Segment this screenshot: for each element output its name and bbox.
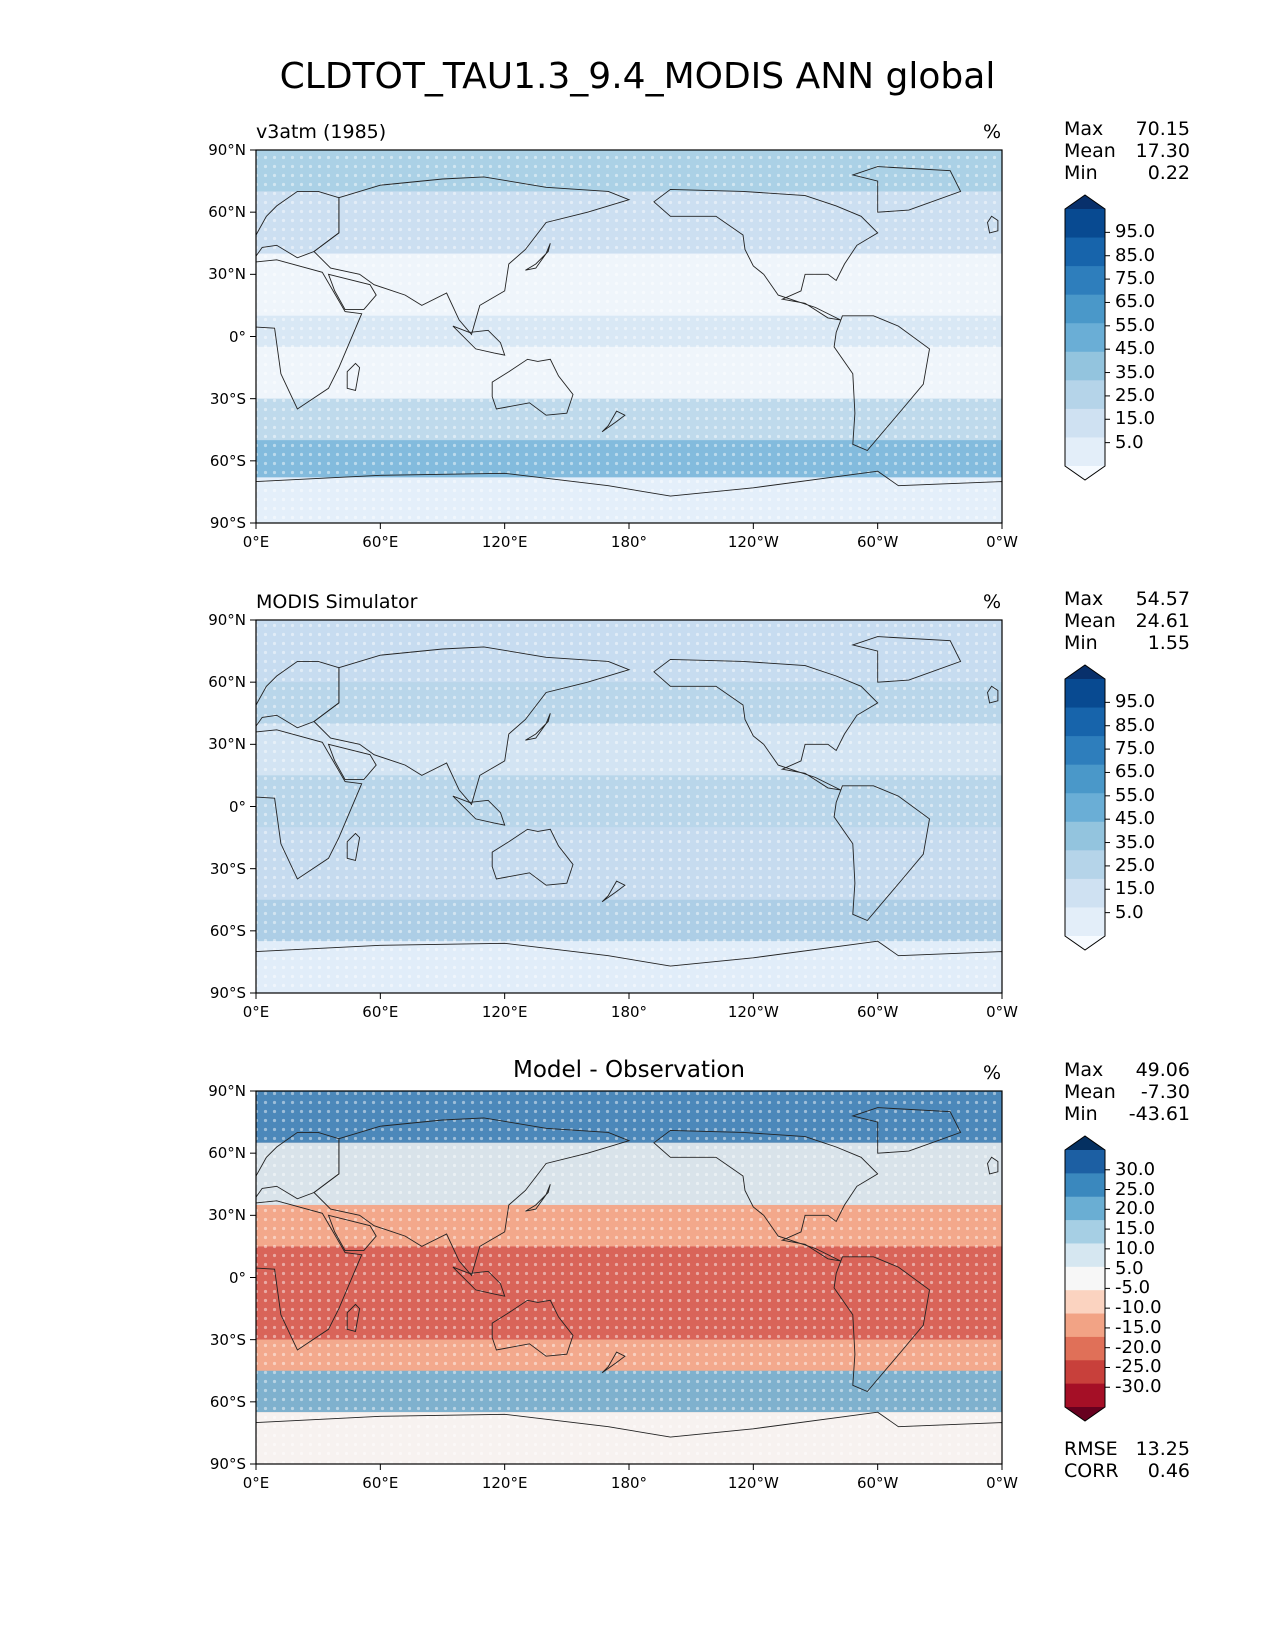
panel-title: Model - Observation (256, 1057, 1002, 1083)
metric-row: RMSE 13.25 (1064, 1438, 1190, 1460)
colorbar-label: 5.0 (1115, 1258, 1144, 1279)
lon-label: 120°W (718, 1474, 788, 1492)
lon-label: 0°E (221, 1474, 291, 1492)
colorbar-segment (1065, 1337, 1105, 1361)
colorbar-3 (1065, 1136, 1105, 1421)
stat-value: -43.61 (1129, 1103, 1190, 1125)
units-label: % (983, 1062, 1001, 1084)
lat-label: 90°S (186, 1455, 246, 1473)
lat-label: 60°S (186, 1393, 246, 1411)
colorbar-extend-top (1065, 1136, 1105, 1150)
stat-row: Max 49.06 (1064, 1059, 1190, 1081)
colorbar-label: -25.0 (1115, 1356, 1162, 1377)
colorbar-label: 30.0 (1115, 1159, 1155, 1180)
colorbar-segment (1065, 1173, 1105, 1197)
colorbar-label: -15.0 (1115, 1317, 1162, 1338)
metric-value: 0.46 (1148, 1460, 1190, 1482)
stat-row: Mean -7.30 (1064, 1081, 1190, 1103)
colorbar-segment (1065, 1267, 1105, 1291)
colorbar-label: 10.0 (1115, 1238, 1155, 1259)
colorbar-label: -5.0 (1115, 1277, 1150, 1298)
stat-value: -7.30 (1141, 1081, 1190, 1103)
lat-label: 30°N (186, 1206, 246, 1224)
lon-label: 180° (594, 1474, 664, 1492)
stat-label: Max (1064, 1059, 1103, 1081)
colorbar-segment (1065, 1314, 1105, 1338)
metric-value: 13.25 (1136, 1438, 1190, 1460)
stat-label: Mean (1064, 1081, 1116, 1103)
colorbar-segment (1065, 1197, 1105, 1221)
colorbar-extend-bottom (1065, 1407, 1105, 1421)
stat-value: 49.06 (1136, 1059, 1190, 1081)
colorbar-label: -20.0 (1115, 1337, 1162, 1358)
colorbar-label: 15.0 (1115, 1218, 1155, 1239)
field-texture (256, 1091, 1002, 1464)
colorbar-segment (1065, 1360, 1105, 1384)
colorbar-segment (1065, 1150, 1105, 1174)
lon-label: 0°W (967, 1474, 1037, 1492)
colorbar-segment (1065, 1243, 1105, 1267)
colorbar-label: 20.0 (1115, 1198, 1155, 1219)
lon-label: 60°E (345, 1474, 415, 1492)
lat-label: 90°N (186, 1082, 246, 1100)
metric-label: RMSE (1064, 1438, 1118, 1460)
colorbar-segment (1065, 1220, 1105, 1244)
stat-label: Min (1064, 1103, 1098, 1125)
stat-row: Min -43.61 (1064, 1103, 1190, 1125)
colorbar-segment (1065, 1384, 1105, 1408)
colorbar-segment (1065, 1290, 1105, 1314)
metric-label: CORR (1064, 1460, 1119, 1482)
lon-label: 120°E (470, 1474, 540, 1492)
colorbar-label: -30.0 (1115, 1376, 1162, 1397)
lat-label: 30°S (186, 1331, 246, 1349)
metric-row: CORR 0.46 (1064, 1460, 1190, 1482)
colorbar-label: -10.0 (1115, 1297, 1162, 1318)
lat-label: 60°N (186, 1144, 246, 1162)
lon-label: 60°W (843, 1474, 913, 1492)
lat-label: 0° (186, 1269, 246, 1287)
colorbar-label: 25.0 (1115, 1179, 1155, 1200)
